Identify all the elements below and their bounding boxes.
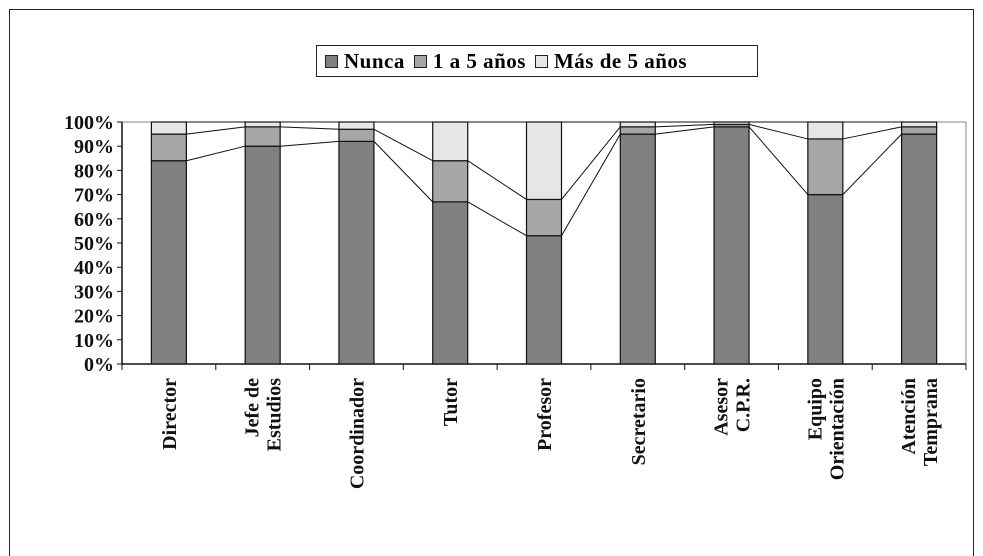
series-connector-line — [655, 126, 715, 135]
bar-segment — [244, 121, 281, 128]
x-category-label: Estudios — [264, 378, 286, 452]
bar-segment — [619, 121, 656, 128]
x-category-label: Director — [159, 378, 181, 450]
series-connector-line — [373, 141, 434, 203]
x-category-label: Coordinador — [346, 378, 368, 489]
legend-label-mas-de-5: Más de 5 años — [553, 48, 688, 73]
series-connector-line — [561, 133, 621, 236]
legend-label-nunca: Nunca — [344, 48, 405, 73]
x-category-label: Equipo — [804, 378, 826, 440]
bar-segment — [807, 138, 844, 196]
y-tick-label: 90% — [74, 136, 114, 158]
series-connector-line — [280, 140, 339, 147]
legend-label-1-a-5: 1 a 5 años — [432, 48, 526, 73]
bar-segment — [525, 235, 563, 365]
bar-segment — [244, 145, 281, 365]
series-connector-line — [467, 160, 527, 200]
x-category-label: Temprana — [920, 378, 942, 466]
series-connector-line — [373, 128, 433, 162]
legend-swatch-nunca — [325, 54, 338, 68]
x-category-label: Atención — [898, 378, 920, 455]
series-connector-line — [842, 133, 902, 195]
series-connector-line — [186, 126, 246, 135]
chart-frame — [9, 9, 974, 556]
legend-item-mas-de-5: Más de 5 años — [534, 48, 688, 74]
legend-swatch-mas-de-5 — [534, 54, 548, 68]
bar-segment — [432, 160, 469, 203]
legend-item-nunca: Nunca — [325, 49, 405, 74]
y-tick-label: 60% — [74, 209, 114, 231]
x-category-label: Asesor — [711, 378, 733, 436]
y-tick-label: 50% — [74, 233, 114, 255]
y-tick-label: 70% — [74, 185, 114, 207]
y-tick-label: 20% — [74, 306, 114, 328]
legend-swatch-1-a-5 — [413, 54, 427, 68]
legend-item-1-a-5: 1 a 5 años — [413, 48, 526, 74]
bar-segment — [901, 133, 938, 365]
x-category-label: Tutor — [440, 378, 462, 426]
bar-segment — [432, 201, 469, 365]
y-tick-label: 100% — [64, 112, 114, 134]
x-category-label: Orientación — [826, 378, 848, 480]
bar-segment — [619, 133, 656, 365]
bar-segment — [807, 194, 844, 365]
bar-segment — [150, 160, 187, 365]
bar-segment — [901, 121, 938, 128]
series-connector-line — [842, 126, 902, 140]
bar-segment — [525, 121, 563, 201]
bar-segment — [338, 121, 375, 130]
x-category-label: Secretario — [628, 378, 650, 465]
y-tick-label: 80% — [74, 160, 114, 182]
x-category-label: Jefe de — [242, 378, 264, 438]
bar-segment — [713, 121, 750, 126]
y-tick-label: 10% — [74, 330, 114, 352]
y-tick-label: 30% — [74, 281, 114, 303]
bar-segment — [713, 126, 750, 365]
series-connector-line — [561, 126, 621, 200]
x-category-label: Profesor — [534, 378, 556, 451]
chart-legend: Nunca 1 a 5 años Más de 5 años — [316, 45, 758, 77]
bar-segment — [150, 133, 187, 162]
bar-segment — [807, 121, 844, 140]
series-connector-line — [748, 123, 808, 140]
y-tick-label: 0% — [84, 354, 114, 376]
series-connector-line — [655, 123, 715, 128]
bar-segment — [619, 126, 656, 135]
bar-segment — [901, 126, 938, 135]
bar-segment — [244, 126, 281, 147]
series-connector-line — [467, 201, 527, 237]
x-category-label: C.P.R. — [733, 378, 755, 432]
series-connector-line — [748, 126, 809, 195]
y-tick-label: 40% — [74, 257, 114, 279]
series-connector-line — [186, 145, 246, 162]
bar-segment — [338, 140, 375, 365]
bar-segment — [432, 121, 469, 162]
bar-segment — [525, 198, 563, 237]
bar-segment — [338, 128, 375, 142]
bar-segment — [150, 121, 187, 135]
series-connector-line — [280, 126, 339, 130]
